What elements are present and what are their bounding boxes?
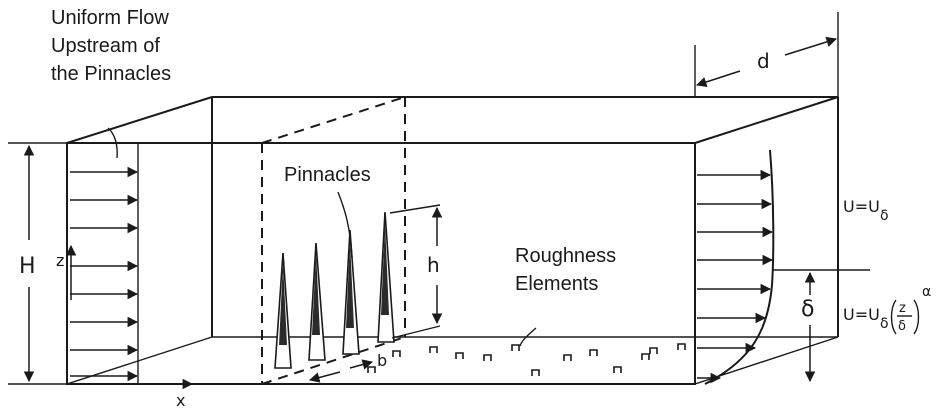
pinnacles-leader <box>337 191 353 259</box>
uniform-flow-label-line1: Uniform Flow <box>51 7 169 29</box>
tunnel-box <box>66 96 839 385</box>
roughness-element <box>613 366 622 373</box>
roughness-element <box>367 366 376 373</box>
h-dimension <box>389 204 443 339</box>
b-label: b <box>377 351 387 370</box>
d-dimension <box>694 12 839 97</box>
roughness-element <box>429 346 438 353</box>
inlet-flow-arrows <box>70 166 139 382</box>
roughness-element <box>649 347 658 354</box>
top-right-recede <box>694 96 839 144</box>
uniform-flow-leader <box>107 127 118 159</box>
roughness-element <box>392 350 401 357</box>
left-paren <box>890 299 897 335</box>
right-paren <box>913 299 920 335</box>
H-dimension <box>8 142 67 385</box>
pinnacle-plane <box>261 96 406 385</box>
H-label: H <box>19 254 36 279</box>
roughness-element <box>677 343 686 350</box>
roughness-label-line1: Roughness <box>515 245 616 267</box>
frac-denominator: δ <box>898 319 906 334</box>
outlet-flow-arrows <box>697 169 774 384</box>
x-label: x <box>176 391 185 410</box>
h-label: h <box>427 253 440 277</box>
roughness-element <box>483 354 492 361</box>
u-top-prefix: U=U <box>843 197 880 216</box>
roughness-label-line2: Elements <box>515 273 598 295</box>
velocity-profile-curve <box>704 149 775 385</box>
roughness-elements <box>367 343 686 376</box>
u-law-prefix: U=U <box>843 305 880 324</box>
delta-label: δ <box>801 297 814 322</box>
pinnacles <box>274 211 395 369</box>
b-dimension <box>308 359 374 383</box>
top-left-recede <box>66 96 213 144</box>
power-law-label: U=U δ z δ α <box>843 284 931 335</box>
freestream-velocity-label: U=U δ <box>843 197 889 224</box>
u-top-subscript: δ <box>880 208 889 224</box>
uniform-flow-label-line2: Upstream of <box>51 35 160 57</box>
roughness-element <box>563 354 572 361</box>
z-label: z <box>56 251 64 270</box>
u-law-subscript: δ <box>880 316 889 332</box>
roughness-element <box>589 349 598 356</box>
roughness-leader <box>519 327 537 347</box>
roughness-element <box>511 344 520 351</box>
roughness-element <box>531 369 540 376</box>
uniform-flow-label-line3: the Pinnacles <box>51 63 171 85</box>
pinnacles-label: Pinnacles <box>284 164 371 186</box>
floor-left-recede <box>66 336 213 385</box>
roughness-element <box>455 352 464 359</box>
delta-dimension <box>772 269 870 383</box>
exponent: α <box>922 284 931 300</box>
d-label: d <box>757 49 770 73</box>
frac-numerator: z <box>899 301 906 316</box>
roughness-element <box>641 353 650 360</box>
